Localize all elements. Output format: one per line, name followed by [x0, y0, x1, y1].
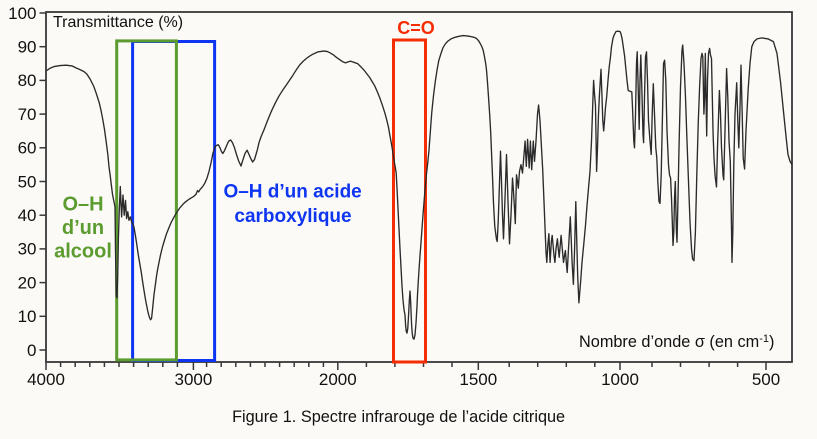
svg-text:1500: 1500	[459, 370, 497, 389]
svg-text:20: 20	[18, 273, 37, 292]
svg-text:100: 100	[8, 4, 36, 23]
svg-text:2000: 2000	[319, 370, 357, 389]
svg-text:4000: 4000	[27, 370, 65, 389]
svg-text:C=O: C=O	[397, 18, 435, 38]
svg-text:10: 10	[18, 307, 37, 326]
svg-text:3000: 3000	[174, 370, 212, 389]
svg-text:0: 0	[27, 341, 36, 360]
svg-text:O–H: O–H	[62, 194, 103, 216]
svg-text:500: 500	[752, 370, 780, 389]
svg-text:90: 90	[18, 38, 37, 57]
svg-text:70: 70	[18, 105, 37, 124]
svg-text:30: 30	[18, 240, 37, 259]
svg-text:80: 80	[18, 71, 37, 90]
svg-text:alcool: alcool	[54, 241, 112, 263]
svg-text:50: 50	[18, 172, 37, 191]
svg-text:40: 40	[18, 206, 37, 225]
svg-text:O–H d’un acide: O–H d’un acide	[223, 182, 361, 203]
svg-text:Nombre d’onde σ (en cm-1): Nombre d’onde σ (en cm-1)	[579, 333, 774, 351]
svg-text:Transmittance (%): Transmittance (%)	[53, 14, 183, 31]
svg-text:1000: 1000	[601, 370, 639, 389]
svg-text:d’un: d’un	[62, 217, 104, 239]
svg-text:Figure 1. Spectre infrarouge d: Figure 1. Spectre infrarouge de l’acide …	[232, 408, 565, 426]
svg-text:carboxylique: carboxylique	[234, 206, 351, 227]
svg-text:60: 60	[18, 139, 37, 158]
